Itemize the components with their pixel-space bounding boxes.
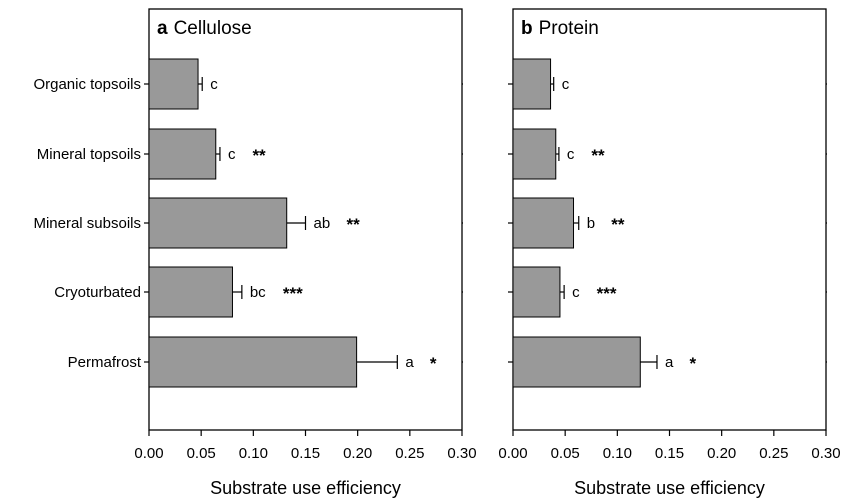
significance-letter: c — [572, 284, 580, 301]
x-tick-label: 0.00 — [498, 445, 527, 462]
x-tick-label: 0.05 — [187, 445, 216, 462]
category-label: Organic topsoils — [33, 76, 141, 93]
bar — [512, 336, 641, 388]
bar — [148, 58, 199, 110]
bar — [512, 128, 557, 180]
panel-title: a Cellulose — [157, 18, 252, 39]
significance-letter: c — [562, 76, 570, 93]
panel-b-protein: b Protein 0.00 0.05 0.10 0.15 0.20 0.25 0.30 Subs… — [498, 8, 841, 498]
x-tick-label: 0.05 — [551, 445, 580, 462]
panel-title-text: Protein — [539, 18, 599, 39]
x-tick-label: 0.20 — [707, 445, 736, 462]
x-tick-label: 0.15 — [291, 445, 320, 462]
x-tick-label: 0.30 — [811, 445, 840, 462]
bar — [148, 197, 288, 249]
significance-letter: a — [405, 354, 414, 371]
bar — [148, 266, 233, 318]
significance-letter: ab — [314, 215, 331, 232]
significance-stars: ** — [252, 146, 266, 165]
x-tick-label: 0.25 — [395, 445, 424, 462]
panel-letter: a — [157, 18, 168, 39]
panel-a-cellulose: a Cellulose 0.00 0.05 0.10 0.15 0.20 0.25 0.30 Su… — [134, 8, 477, 498]
significance-stars: * — [430, 354, 437, 373]
category-label: Mineral subsoils — [33, 215, 141, 232]
x-tick-label: 0.30 — [447, 445, 476, 462]
significance-letter: c — [567, 146, 575, 163]
significance-stars: ** — [611, 215, 625, 234]
x-tick-label: 0.00 — [134, 445, 163, 462]
bar — [148, 128, 217, 180]
significance-stars: ** — [591, 146, 605, 165]
x-axis-label: Substrate use efficiency — [574, 478, 765, 498]
category-label: Cryoturbated — [54, 284, 141, 301]
category-label: Permafrost — [68, 354, 142, 371]
significance-letter: bc — [250, 284, 266, 301]
category-label: Mineral topsoils — [37, 146, 141, 163]
bar — [512, 197, 575, 249]
panel-title: b Protein — [521, 18, 599, 39]
x-tick-label: 0.10 — [239, 445, 268, 462]
panel-title-text: Cellulose — [174, 18, 252, 39]
x-tick-label: 0.15 — [655, 445, 684, 462]
x-tick-label: 0.20 — [343, 445, 372, 462]
x-tick-label: 0.25 — [759, 445, 788, 462]
significance-stars: * — [689, 354, 696, 373]
panel-letter: b — [521, 18, 533, 39]
bar — [512, 58, 552, 110]
significance-letter: c — [228, 146, 236, 163]
category-labels: Organic topsoils Mineral topsoils Mineral … — [33, 76, 141, 371]
significance-letter: c — [210, 76, 218, 93]
significance-letter: a — [665, 354, 674, 371]
bar — [512, 266, 561, 318]
x-tick-label: 0.10 — [603, 445, 632, 462]
x-axis-label: Substrate use efficiency — [210, 478, 401, 498]
significance-stars: *** — [283, 284, 303, 303]
significance-letter: b — [587, 215, 595, 232]
significance-stars: *** — [597, 284, 617, 303]
bar — [148, 336, 358, 388]
significance-stars: ** — [347, 215, 361, 234]
